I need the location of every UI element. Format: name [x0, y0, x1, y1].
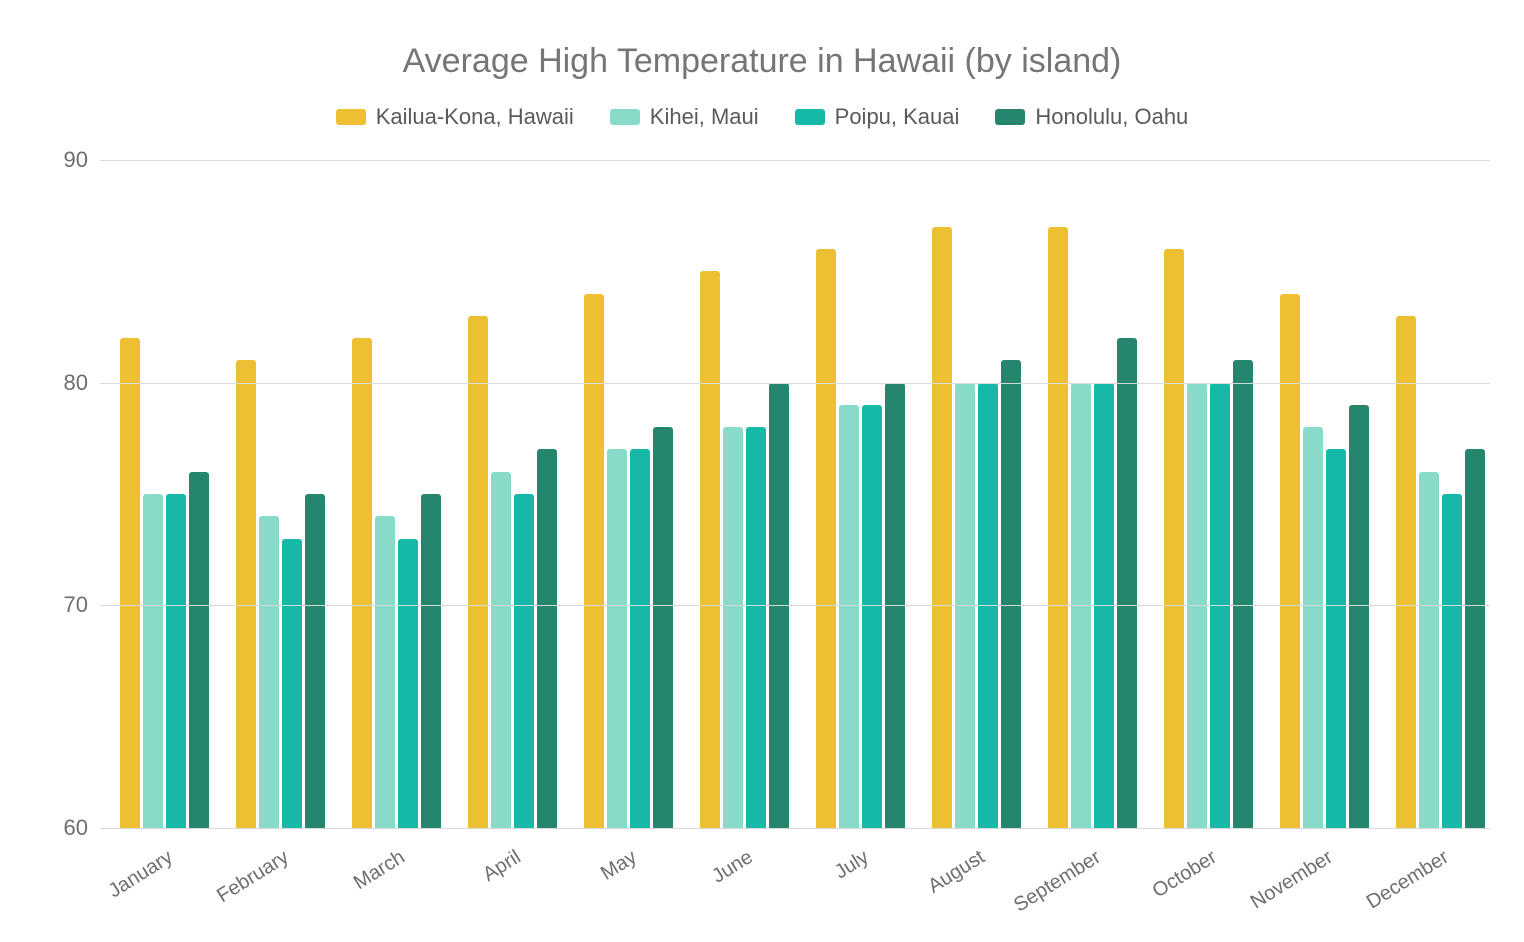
gridline: [100, 160, 1490, 161]
bar: [1280, 294, 1300, 828]
legend-label: Kihei, Maui: [650, 104, 759, 130]
legend: Kailua-Kona, Hawaii Kihei, Maui Poipu, Kau…: [0, 104, 1524, 130]
bar: [1164, 249, 1184, 828]
x-tick-label: January: [104, 846, 177, 903]
legend-swatch: [610, 109, 640, 125]
gridline: [100, 828, 1490, 829]
chart-title: Average High Temperature in Hawaii (by i…: [0, 42, 1524, 81]
bar: [1233, 360, 1253, 828]
bar: [189, 472, 209, 828]
x-axis-labels: January February March April May June July Augu…: [100, 836, 1490, 926]
legend-label: Honolulu, Oahu: [1035, 104, 1188, 130]
legend-item: Kailua-Kona, Hawaii: [336, 104, 574, 130]
bar: [398, 539, 418, 828]
bar: [1396, 316, 1416, 828]
x-tick-label: June: [708, 846, 757, 888]
bar: [468, 316, 488, 828]
legend-item: Poipu, Kauai: [795, 104, 960, 130]
gridline: [100, 383, 1490, 384]
legend-swatch: [795, 109, 825, 125]
y-tick-label: 60: [38, 815, 88, 841]
bar: [723, 427, 743, 828]
x-tick-label: March: [349, 846, 408, 895]
bar: [421, 494, 441, 828]
plot-area: [100, 160, 1490, 828]
bar: [653, 427, 673, 828]
bar: [1349, 405, 1369, 828]
bar: [932, 227, 952, 828]
bar: [700, 271, 720, 828]
x-tick-label: November: [1246, 846, 1336, 914]
chart-container: Average High Temperature in Hawaii (by i…: [0, 0, 1524, 942]
bar: [630, 449, 650, 828]
legend-item: Kihei, Maui: [610, 104, 759, 130]
bar: [746, 427, 766, 828]
x-tick-label: July: [830, 846, 872, 884]
bar: [1117, 338, 1137, 828]
bar: [1419, 472, 1439, 828]
y-tick-label: 70: [38, 592, 88, 618]
bar: [862, 405, 882, 828]
gridline: [100, 605, 1490, 606]
bar: [607, 449, 627, 828]
x-tick-label: September: [1010, 846, 1105, 917]
bar: [166, 494, 186, 828]
bar: [1303, 427, 1323, 828]
x-tick-label: May: [596, 846, 640, 886]
bar: [584, 294, 604, 828]
bar: [1048, 227, 1068, 828]
bar: [352, 338, 372, 828]
bar: [143, 494, 163, 828]
bar: [1442, 494, 1462, 828]
y-tick-label: 90: [38, 147, 88, 173]
x-tick-label: October: [1148, 846, 1221, 903]
x-tick-label: December: [1362, 846, 1452, 914]
bar: [259, 516, 279, 828]
bar: [537, 449, 557, 828]
legend-label: Kailua-Kona, Hawaii: [376, 104, 574, 130]
bar: [120, 338, 140, 828]
bar: [236, 360, 256, 828]
x-tick-label: February: [213, 846, 293, 908]
bar: [816, 249, 836, 828]
x-tick-label: August: [924, 846, 989, 899]
bar: [1326, 449, 1346, 828]
legend-item: Honolulu, Oahu: [995, 104, 1188, 130]
bar: [375, 516, 395, 828]
y-tick-label: 80: [38, 370, 88, 396]
bar: [1465, 449, 1485, 828]
bar: [839, 405, 859, 828]
bar: [514, 494, 534, 828]
bar: [1001, 360, 1021, 828]
legend-swatch: [336, 109, 366, 125]
bars-layer: [100, 160, 1490, 828]
legend-label: Poipu, Kauai: [835, 104, 960, 130]
bar: [491, 472, 511, 828]
legend-swatch: [995, 109, 1025, 125]
x-tick-label: April: [479, 846, 525, 887]
bar: [305, 494, 325, 828]
bar: [282, 539, 302, 828]
